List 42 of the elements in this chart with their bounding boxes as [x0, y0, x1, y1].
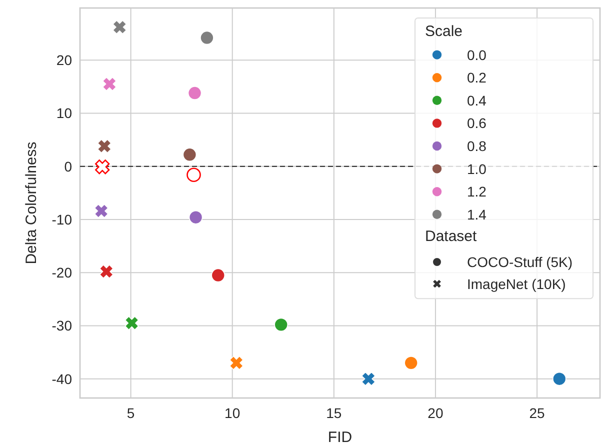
text: Dataset [425, 228, 477, 246]
point [274, 318, 288, 332]
x-tick-label: 15 [326, 405, 342, 421]
legend-label: ImageNet (10K) [467, 276, 566, 292]
legend-label: 1.4 [467, 206, 487, 222]
point [112, 20, 127, 34]
x-tick-label: 25 [529, 405, 546, 421]
legend-label: 0.8 [467, 138, 487, 154]
y-tick-label: -20 [52, 264, 72, 281]
point [102, 76, 117, 92]
y-axis-title: Delta Colorfulness [23, 142, 40, 264]
point [361, 372, 376, 386]
x-tick-label: 5 [126, 405, 135, 421]
point [94, 204, 108, 218]
y-tick-label: 10 [56, 105, 72, 122]
y-tick-label: 20 [56, 52, 72, 68]
x-tick-label: 10 [224, 405, 240, 421]
point [200, 30, 214, 45]
point [211, 268, 226, 282]
legend-label: 1.0 [467, 160, 487, 177]
y-tick-label: -10 [52, 211, 72, 228]
text: Scale [425, 23, 463, 40]
x-axis-title: FID [328, 429, 352, 446]
legend-label: 0.6 [467, 115, 487, 132]
y-tick-label: -30 [52, 318, 72, 334]
legend-label: 0.0 [467, 46, 487, 63]
y-tick-label: -40 [52, 370, 72, 387]
point [188, 86, 202, 100]
point [124, 316, 139, 330]
legend-label: 0.2 [467, 70, 487, 86]
point [552, 372, 566, 386]
legend-label: 0.4 [467, 92, 487, 108]
point [229, 356, 244, 370]
point [188, 210, 203, 224]
legend-label: 1.2 [467, 184, 487, 200]
x-tick-label: 20 [428, 405, 444, 421]
legend-label: COCO-Stuff (5K) [467, 254, 573, 270]
point [97, 139, 112, 154]
point [99, 264, 114, 279]
point [404, 356, 418, 370]
point [182, 148, 197, 162]
y-tick-label: 0 [64, 158, 72, 174]
